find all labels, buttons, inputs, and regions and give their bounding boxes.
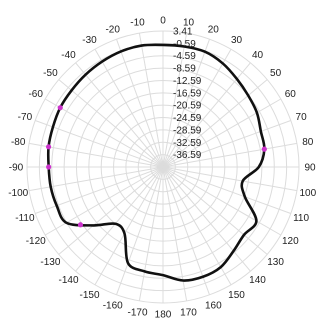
angle-tick-label: -160: [103, 301, 123, 312]
radial-tick-label: -8.59: [173, 64, 196, 75]
angle-tick-label: -150: [79, 290, 99, 301]
grid-spoke: [138, 166, 164, 302]
angle-tick-label: -30: [82, 35, 97, 46]
polar-grid: [26, 30, 300, 304]
angle-tick-label: 140: [249, 275, 266, 286]
data-marker: [261, 146, 267, 152]
angle-tick-label: -170: [127, 307, 147, 318]
angle-tick-label: 10: [183, 18, 195, 29]
grid-spoke: [94, 48, 164, 168]
radial-tick-labels: 3.41-0.59-4.59 -8.59-12.59-16.59 -20.59-24…: [173, 27, 202, 162]
angle-tick-label: 160: [205, 301, 222, 312]
angle-tick-label: 90: [304, 163, 316, 174]
grid-spoke: [44, 166, 164, 236]
radial-tick-label: -24.59: [173, 113, 202, 124]
angle-tick-label: 0: [160, 16, 166, 27]
grid-spoke: [162, 62, 251, 168]
angle-tick-label: 110: [293, 213, 309, 224]
grid-spoke: [138, 32, 164, 168]
angle-tick-label: 70: [296, 112, 308, 123]
radial-tick-label: -20.59: [173, 101, 202, 112]
grid-spoke: [162, 48, 232, 168]
angle-tick-label: 80: [302, 137, 314, 148]
angle-tick-label: -70: [18, 112, 33, 123]
grid-spoke: [94, 166, 164, 286]
grid-spoke: [162, 166, 251, 272]
data-marker: [46, 164, 52, 170]
grid-spoke: [58, 166, 164, 255]
grid-spoke: [116, 166, 164, 295]
grid-spoke: [35, 120, 164, 168]
grid-spoke: [162, 79, 268, 168]
grid-spoke: [162, 166, 291, 214]
angle-tick-label: -120: [26, 236, 46, 247]
radial-tick-label: -4.59: [173, 51, 196, 62]
angle-tick-label: -50: [43, 68, 58, 79]
data-marker: [45, 144, 52, 150]
angle-tick-label: -130: [40, 257, 60, 268]
grid-spoke: [162, 166, 268, 255]
angle-tick-label: 30: [231, 35, 243, 46]
angle-tick-label: 40: [252, 50, 264, 61]
data-marker: [77, 222, 84, 228]
radial-tick-label: 3.41: [173, 27, 193, 38]
radial-tick-label: -16.59: [173, 88, 202, 99]
angle-tick-label: -40: [61, 50, 76, 61]
grid-spoke: [162, 166, 210, 295]
angle-tick-label: -100: [8, 188, 28, 199]
radial-tick-label: -32.59: [173, 138, 202, 149]
grid-spoke: [162, 166, 188, 302]
angle-tick-label: 180: [155, 310, 172, 321]
grid-spoke: [162, 39, 210, 168]
grid-spoke: [58, 79, 164, 168]
angle-tick-label: 170: [180, 307, 197, 318]
angle-tick-label: -140: [58, 275, 78, 286]
angle-tick-label: 130: [267, 257, 284, 268]
grid-spoke: [162, 32, 188, 168]
angle-tick-label: 50: [270, 68, 282, 79]
grid-spoke: [75, 166, 164, 272]
angle-tick-label: -20: [105, 24, 120, 35]
angle-tick-label: -10: [130, 18, 145, 29]
angle-tick-label: 60: [285, 89, 297, 100]
angle-tick-label: 120: [282, 236, 299, 247]
angle-tick-label: 20: [208, 24, 220, 35]
grid-spoke: [162, 142, 298, 168]
grid-spoke: [116, 39, 164, 168]
grid-spoke: [162, 166, 298, 192]
radial-tick-label: -12.59: [173, 76, 202, 87]
grid-spoke: [162, 98, 282, 168]
data-marker: [57, 105, 63, 111]
angle-tick-label: 150: [228, 290, 245, 301]
grid-spoke: [162, 166, 232, 286]
angle-tick-label: -80: [11, 137, 26, 148]
angle-tick-label: 100: [299, 188, 316, 199]
grid-spoke: [75, 62, 164, 168]
angle-tick-label: -60: [28, 89, 43, 100]
angle-tick-label: -110: [15, 213, 35, 224]
grid-spoke: [162, 120, 291, 168]
radial-tick-label: -0.59: [173, 39, 196, 50]
angle-tick-label: -90: [9, 163, 24, 174]
grid-spoke: [162, 166, 282, 236]
data-series: [45, 43, 267, 282]
grid-spoke: [28, 142, 164, 168]
grid-spoke: [44, 98, 164, 168]
radial-tick-label: -28.59: [173, 125, 202, 136]
radial-tick-label: -36.59: [173, 150, 202, 161]
